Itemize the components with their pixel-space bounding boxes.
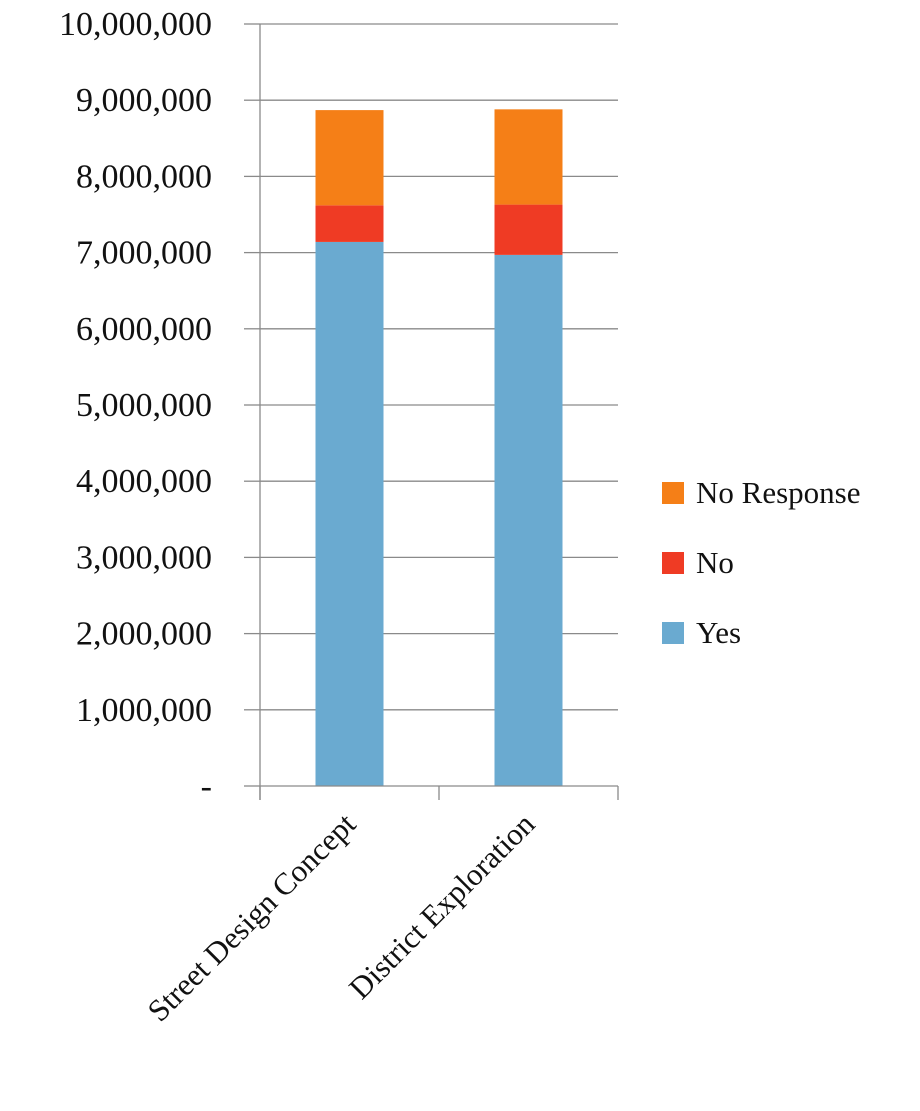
bar-segment-no [315, 205, 384, 242]
y-tick-label: 8,000,000 [76, 158, 212, 195]
y-tick-label: 7,000,000 [76, 235, 212, 272]
y-tick-label: 1,000,000 [76, 692, 212, 729]
y-tick-label: 9,000,000 [76, 82, 212, 119]
y-tick-label: 5,000,000 [76, 387, 212, 424]
y-tick-label: 6,000,000 [76, 311, 212, 348]
y-tick-label: 10,000,000 [59, 6, 212, 43]
legend-swatch [662, 552, 684, 574]
bars [315, 109, 563, 787]
bar-segment-no [494, 204, 563, 255]
bar-segment-no-response [494, 109, 563, 205]
legend-label: No Response [696, 475, 860, 510]
bar-segment-no-response [315, 110, 384, 206]
legend-swatch [662, 482, 684, 504]
y-tick-label: 2,000,000 [76, 616, 212, 653]
y-tick-label: 4,000,000 [76, 463, 212, 500]
y-tick-label: - [201, 768, 212, 805]
legend-label: Yes [696, 615, 741, 650]
gridlines [260, 23, 618, 711]
legend: No Response No Yes [662, 475, 860, 650]
x-category-label: District Exploration [342, 806, 542, 1006]
bar-segment-yes [494, 254, 563, 787]
legend-swatch [662, 622, 684, 644]
x-category-label: Street Design Concept [140, 806, 362, 1028]
y-axis-tick-labels: - 1,000,000 2,000,000 3,000,000 4,000,000 5,0… [59, 6, 212, 805]
axes [244, 23, 619, 800]
bar-segment-yes [315, 241, 384, 786]
legend-label: No [696, 545, 734, 580]
y-tick-label: 3,000,000 [76, 539, 212, 576]
